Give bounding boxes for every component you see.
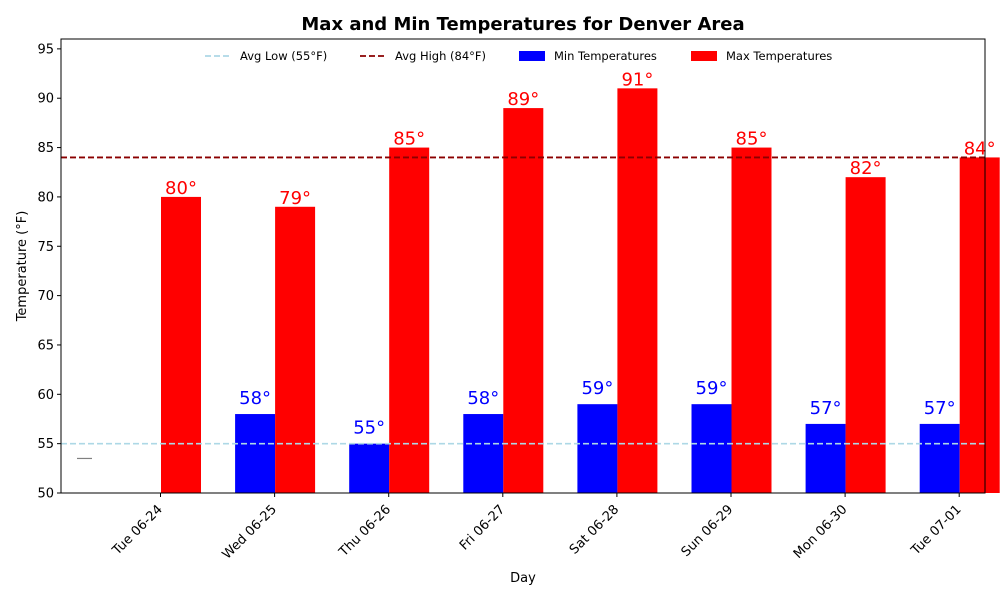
y-tick-label: 65 — [37, 338, 54, 353]
max-temp-label: 89° — [507, 89, 539, 110]
x-tick-label: Sun 06-29 — [679, 502, 737, 560]
max-temp-bar — [275, 206, 316, 494]
plot-frame — [60, 38, 986, 494]
max-temp-bar — [161, 196, 201, 494]
min-temp-label: 55° — [353, 418, 385, 439]
min-temp-bar — [805, 423, 846, 493]
max-temp-bar — [959, 157, 1000, 493]
legend-min-temps-swatch — [519, 51, 545, 61]
max-temp-label: 91° — [621, 69, 653, 90]
max-temp-label: 85° — [736, 129, 768, 150]
min-temp-label: 58° — [239, 388, 271, 409]
min-temp-bar — [463, 414, 504, 493]
min-temp-bar — [349, 443, 390, 493]
y-tick-label: 50 — [37, 487, 54, 502]
min-temp-label: 59° — [696, 378, 728, 399]
y-axis-label: Temperature (°F) — [15, 211, 30, 323]
min-temp-bar — [919, 423, 960, 493]
max-temp-bar — [503, 108, 544, 493]
y-tick-label: 60 — [37, 388, 54, 403]
min-temp-bar — [691, 404, 732, 493]
max-temp-bar — [389, 147, 430, 493]
x-tick-label: Mon 06-30 — [791, 502, 851, 562]
legend-min-temps-label: Min Temperatures — [554, 49, 657, 63]
min-temp-label: 58° — [467, 388, 499, 409]
x-tick-label: Tue 06-24 — [109, 502, 166, 559]
min-temp-label: 57° — [810, 398, 842, 419]
x-axis-label: Day — [510, 571, 536, 586]
x-tick-label: Sat 06-28 — [567, 502, 622, 557]
y-tick-label: 70 — [37, 289, 54, 304]
min-temp-bar — [235, 414, 276, 493]
y-tick-label: 95 — [37, 42, 54, 57]
max-temp-label: 82° — [850, 158, 882, 179]
max-temp-bar — [845, 177, 886, 493]
max-temp-label: 79° — [279, 188, 311, 209]
legend-max-temps-label: Max Temperatures — [726, 49, 832, 63]
y-tick-label: 85 — [37, 141, 54, 156]
max-temp-label: 80° — [165, 178, 197, 199]
legend-avg-high-label: Avg High (84°F) — [395, 49, 486, 63]
min-temp-label: 59° — [581, 378, 613, 399]
max-temp-label: 84° — [964, 138, 996, 159]
x-tick-label: Tue 07-01 — [908, 502, 965, 559]
plot-area: 80° 58° 79° 55° 85° 58° 89° 59° 91° 59° 85° 57° 82° 5… — [61, 69, 1000, 494]
max-temp-bar — [617, 88, 658, 493]
min-temp-label: 57° — [924, 398, 956, 419]
legend: Avg Low (55°F) Avg High (84°F) Min Tempera… — [205, 49, 832, 63]
min-temp-bar — [577, 404, 618, 493]
y-tick-label: 55 — [37, 437, 54, 452]
chart-title: Max and Min Temperatures for Denver Area — [301, 14, 744, 35]
max-temp-bar — [731, 147, 772, 493]
max-temp-label: 85° — [393, 129, 425, 150]
legend-avg-low-label: Avg Low (55°F) — [240, 49, 327, 63]
legend-max-temps-swatch — [691, 51, 717, 61]
x-tick-label: Wed 06-25 — [220, 502, 280, 562]
y-tick-label: 75 — [37, 240, 54, 255]
x-tick-label: Thu 06-26 — [336, 502, 394, 560]
x-tick-label: Fri 06-27 — [457, 502, 508, 553]
y-tick-label: 90 — [37, 92, 54, 107]
y-tick-label: 80 — [37, 190, 54, 205]
